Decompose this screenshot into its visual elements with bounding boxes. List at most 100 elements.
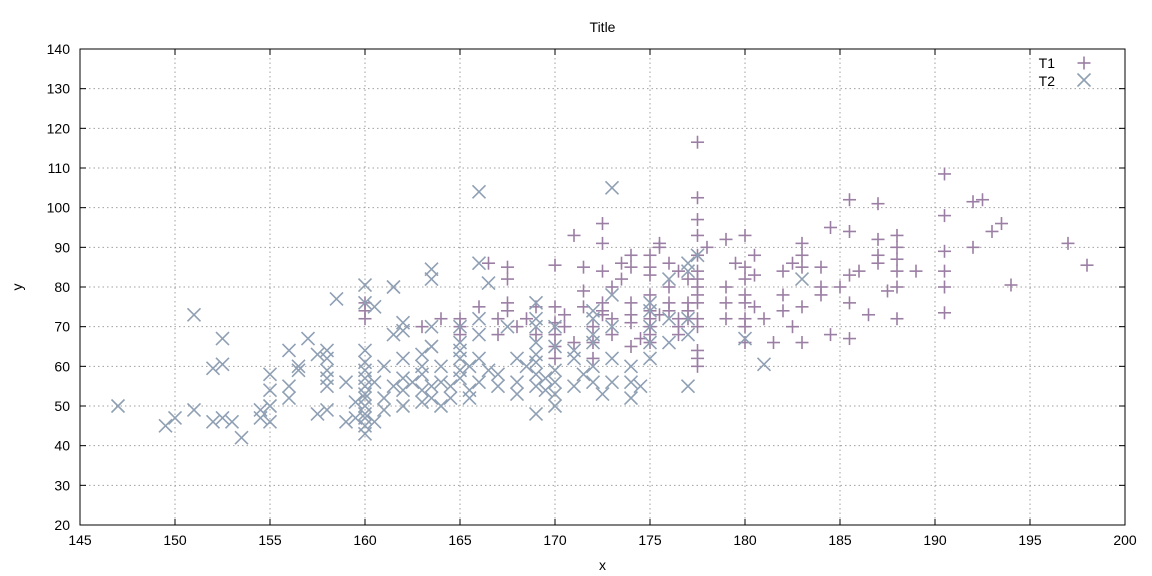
data-point-t2 [443, 379, 458, 394]
data-point-t2 [547, 398, 563, 414]
data-point-t2 [661, 272, 677, 287]
data-point-t2 [424, 339, 439, 354]
data-point-t1 [719, 296, 733, 310]
data-point-t1 [453, 312, 467, 326]
data-point-t1 [1061, 236, 1075, 250]
data-point-t2 [604, 319, 620, 334]
data-point-t2 [547, 339, 563, 354]
x-tick-label: 150 [163, 532, 187, 548]
data-point-t2 [595, 387, 610, 402]
data-point-t1 [738, 260, 752, 274]
data-point-t1 [843, 332, 856, 346]
data-point-t2 [376, 359, 392, 374]
y-tick-label: 30 [54, 477, 70, 493]
data-point-t1 [719, 312, 733, 326]
data-point-t1 [586, 320, 600, 334]
data-point-t1 [938, 280, 951, 294]
data-point-t2 [357, 343, 373, 358]
data-point-t1 [691, 213, 704, 227]
data-point-t2 [509, 387, 525, 402]
data-point-t2 [566, 379, 582, 394]
data-point-t2 [547, 319, 563, 334]
data-point-t2 [414, 394, 430, 410]
data-point-t1 [605, 328, 619, 342]
data-point-t2 [395, 398, 411, 414]
data-point-t2 [234, 430, 249, 445]
data-point-t2 [642, 335, 658, 350]
data-point-t2 [338, 414, 354, 429]
data-point-t2 [471, 375, 487, 390]
series-t2 [110, 180, 810, 445]
data-point-t2 [452, 319, 468, 334]
data-point-t2 [338, 375, 354, 390]
legend: T1 T2 [1039, 55, 1092, 89]
data-point-t1 [586, 351, 600, 365]
data-point-t2 [471, 311, 487, 326]
data-point-t1 [786, 256, 799, 270]
data-point-t1 [691, 191, 704, 205]
y-tick-label: 50 [54, 398, 70, 414]
y-axis-ticks: 20 30 40 50 60 70 80 90 100 110 120 130 140 [47, 41, 1125, 533]
data-point-t1 [938, 264, 951, 278]
data-point-t2 [443, 391, 458, 406]
data-point-t1 [719, 232, 733, 246]
data-point-t1 [966, 240, 980, 254]
data-point-t2 [253, 402, 268, 418]
data-point-t1 [938, 167, 951, 181]
data-point-t1 [852, 264, 866, 278]
data-point-t2 [414, 359, 430, 374]
x-tick-label: 190 [923, 532, 947, 548]
data-point-t2 [680, 256, 696, 271]
data-point-t2 [604, 180, 620, 195]
data-point-t1 [976, 193, 989, 207]
data-point-t1 [871, 197, 885, 211]
x-tick-label: 180 [733, 532, 757, 548]
legend-label-t1: T1 [1039, 55, 1056, 71]
data-point-t2 [462, 359, 477, 374]
data-point-t2 [680, 327, 696, 342]
data-point-t2 [519, 359, 534, 374]
data-point-t2 [424, 319, 439, 334]
data-point-t1 [843, 296, 856, 310]
data-point-t1 [643, 288, 657, 302]
data-point-t1 [748, 268, 761, 282]
data-point-t2 [357, 295, 373, 310]
data-point-t1 [729, 256, 742, 270]
data-point-t2 [357, 363, 373, 378]
data-point-t2 [224, 414, 240, 429]
data-point-t2 [756, 357, 772, 372]
data-point-t1 [938, 244, 951, 258]
data-point-t2 [424, 391, 439, 406]
data-point-t2 [528, 379, 544, 394]
data-point-t2 [110, 398, 126, 414]
data-point-t2 [205, 414, 221, 429]
data-point-t2 [576, 367, 591, 382]
data-point-t2 [623, 391, 639, 406]
y-tick-label: 40 [54, 438, 70, 454]
data-point-t1 [691, 343, 704, 357]
data-point-t2 [300, 331, 316, 346]
data-point-t2 [424, 379, 439, 394]
data-point-t2 [357, 277, 373, 293]
data-point-t2 [319, 402, 335, 418]
data-point-t2 [471, 351, 487, 366]
y-tick-label: 110 [48, 160, 71, 176]
data-point-t2 [376, 402, 392, 418]
data-point-t1 [795, 236, 809, 250]
data-point-t1 [966, 195, 980, 209]
data-point-t2 [167, 410, 183, 425]
x-tick-label: 175 [638, 532, 662, 548]
x-axis-ticks: 145 150 155 160 165 170 175 180 185 190 195 200 [68, 49, 1137, 548]
data-point-t2 [538, 371, 553, 386]
data-point-t2 [262, 367, 278, 382]
data-point-t2 [633, 379, 648, 394]
data-point-t1 [871, 232, 885, 246]
data-point-t2 [281, 391, 297, 406]
data-point-t1 [995, 217, 1008, 231]
data-point-t2 [623, 359, 639, 374]
data-point-t1 [501, 260, 514, 274]
data-point-t1 [843, 193, 856, 207]
data-point-t2 [158, 418, 173, 433]
data-point-t2 [367, 414, 382, 429]
